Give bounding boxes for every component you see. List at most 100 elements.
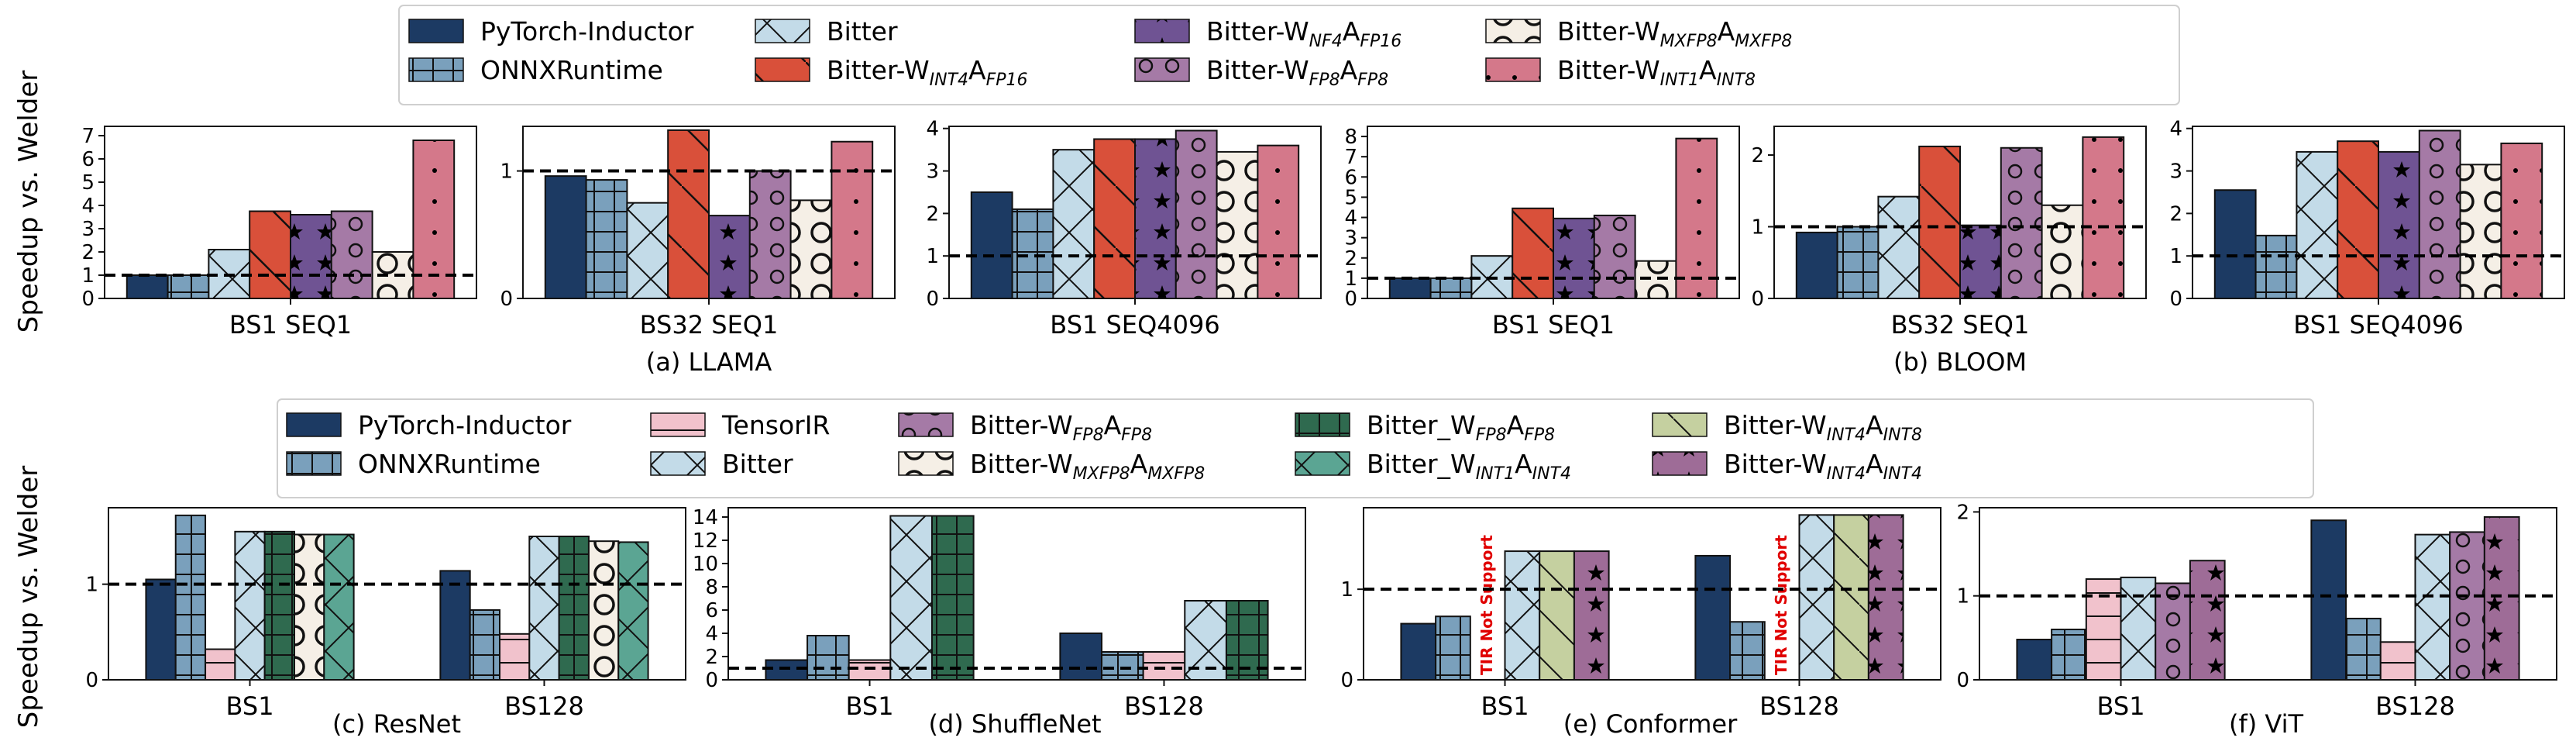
y-tick-label: 12	[693, 529, 718, 553]
panel-title: (d) ShuffleNet	[928, 709, 1101, 739]
y-tick-label: 14	[693, 506, 718, 529]
bar-tensorir	[1142, 651, 1186, 681]
bar-mxfp8	[2459, 164, 2502, 299]
bar-nf4	[1134, 138, 1177, 299]
y-tick-label: 0	[2169, 288, 2182, 311]
bar-pytorch	[1388, 277, 1432, 300]
bar-int1_int8	[412, 140, 456, 299]
y-tick-label: 8	[705, 576, 718, 599]
legend-label: Bitter-WINT4AINT4	[1724, 449, 1922, 484]
legend-swatch-fp8	[1134, 57, 1190, 82]
y-tick-label: 3	[926, 160, 939, 184]
panel-c: 0 1 BS1 BS128 (c) ResNet	[85, 507, 686, 739]
legend-label: Bitter_WFP8AFP8	[1367, 410, 1555, 445]
bar-onnx	[1101, 651, 1144, 681]
y-tick-label: 1	[500, 160, 513, 184]
y-tick-label: 1	[1751, 216, 1764, 240]
panel-b2: 0 1 2 BS32 SEQ1 (b) BLOOM	[1751, 126, 2147, 377]
bar-onnx	[469, 608, 501, 681]
x-tick-label: BS1 SEQ4096	[1050, 310, 1219, 340]
bar-int4_fp16	[1512, 207, 1554, 299]
bar-int1_int8	[2500, 142, 2543, 299]
y-tick-label: 8	[1344, 126, 1357, 149]
bar-tensorir	[2379, 641, 2416, 681]
x-tick-label: BS1 SEQ1	[229, 310, 352, 340]
bar-mxfp8	[293, 533, 325, 681]
bar-fp8_green	[930, 515, 975, 681]
legend-label: Bitter-WNF4AFP16	[1206, 16, 1401, 51]
y-tick-label: 4	[1344, 207, 1357, 230]
bar-nf4	[1553, 217, 1595, 299]
legend-bottom: PyTorch-Inductor ONNXRuntime TensorIR Bitte…	[277, 398, 2314, 498]
y-tick-label: 0	[926, 288, 939, 311]
y-tick-label: 7	[1344, 146, 1357, 169]
bar-pytorch	[2310, 519, 2347, 681]
x-tick-label: BS1 SEQ1	[1492, 310, 1615, 340]
bar-onnx	[2254, 234, 2298, 300]
y-tick-label: 3	[2169, 160, 2182, 184]
bar-onnx	[807, 635, 850, 681]
legend-swatch-pytorch	[286, 412, 342, 437]
legend-label: Bitter-WMXFP8AMXFP8	[970, 449, 1205, 484]
legend-label: ONNXRuntime	[358, 449, 541, 479]
bar-bitter	[2414, 533, 2451, 681]
bar-pytorch	[765, 659, 809, 681]
y-tick-label: 6	[705, 599, 718, 622]
legend-swatch-tensorir	[650, 412, 706, 437]
plot-frame	[1363, 507, 1941, 681]
legend-label: TensorIR	[721, 410, 830, 440]
bar-bitter	[2296, 150, 2339, 299]
bar-int4_fp16	[2337, 140, 2379, 299]
bar-bitter	[2120, 576, 2157, 681]
bar-int1_int8	[1675, 137, 1718, 299]
bar-onnx	[174, 514, 207, 681]
bar-int4_int8	[1833, 514, 1869, 681]
legend-swatch-fp8_green	[1295, 412, 1350, 437]
legend-swatch-mxfp8	[1485, 19, 1541, 43]
y-tick-label: 1	[1340, 578, 1353, 602]
y-tick-label: 1	[2169, 245, 2182, 268]
bar-bitter	[626, 202, 669, 299]
legend-label: Bitter	[722, 449, 793, 479]
bar-pytorch	[1795, 231, 1838, 299]
y-tick-label: 6	[1344, 166, 1357, 189]
panel-title: (c) ResNet	[332, 709, 461, 739]
bar-int4_int4	[1867, 514, 1904, 681]
legend-label: Bitter-WINT4AINT8	[1724, 410, 1922, 445]
legend-swatch-nf4	[1134, 19, 1190, 43]
bar-pytorch	[544, 175, 587, 299]
legend-label: Bitter	[827, 16, 898, 47]
legend-label: Bitter-WINT4AFP16	[827, 55, 1028, 90]
bar-fp8_green	[558, 536, 590, 681]
y-tick-label: 4	[2169, 118, 2182, 141]
panel-title: (b) BLOOM	[1893, 347, 2027, 377]
bar-onnx	[585, 179, 628, 299]
legend-swatch-mxfp8	[898, 451, 954, 476]
y-axis-label-bottom: Speedup vs. Welder	[13, 466, 44, 728]
x-tick-label: BS128	[1759, 691, 1839, 721]
y-axis-label-top: Speedup vs. Welder	[13, 71, 44, 333]
legend-swatch-pytorch	[408, 19, 464, 43]
bar-bitter	[889, 515, 933, 681]
legend-label: PyTorch-Inductor	[358, 410, 572, 440]
bar-nf4	[708, 215, 751, 299]
y-tick-label: 5	[81, 171, 95, 195]
y-tick-label: 2	[2169, 202, 2182, 226]
bar-tensorir	[205, 648, 236, 681]
plot-frame	[108, 507, 686, 681]
legend-top: PyTorch-Inductor ONNXRuntime Bitter Bitter-…	[398, 5, 2180, 105]
bar-tensorir	[499, 633, 531, 681]
bar-fp8	[2418, 129, 2461, 299]
bar-pytorch	[970, 191, 1013, 299]
bar-int4_fp16	[667, 129, 710, 299]
x-tick-label: BS1	[1481, 691, 1529, 721]
legend-label: Bitter_WINT1AINT4	[1367, 449, 1571, 484]
bar-bitter	[1052, 149, 1095, 299]
bar-nf4	[1959, 224, 2002, 299]
legend-label: PyTorch-Inductor	[480, 16, 694, 47]
bar-bitter	[234, 530, 266, 681]
legend-swatch-int1_int4	[1295, 451, 1350, 476]
legend-swatch-bitter	[650, 451, 706, 476]
